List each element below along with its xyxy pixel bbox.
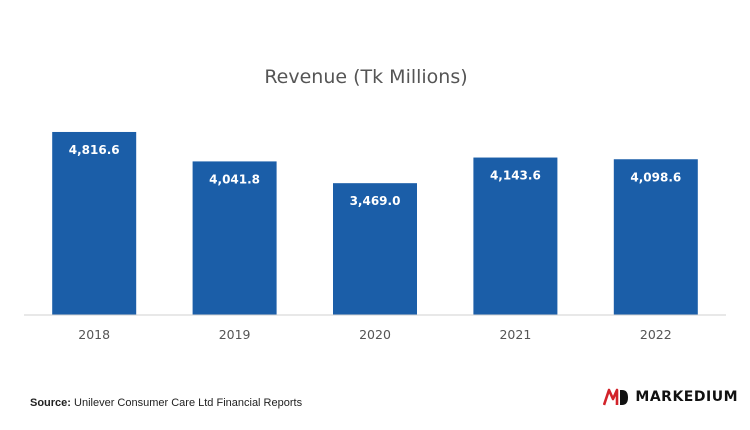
chart-title: Revenue (Tk Millions): [264, 66, 467, 88]
x-tick-2020: 2020: [359, 327, 391, 342]
bar-2019: [192, 161, 277, 315]
markedium-logo: MARKEDIUM: [603, 387, 738, 407]
bar-value-label-2022: 4,098.6: [630, 170, 681, 184]
bar-2018: [52, 131, 137, 315]
source-note: Source: Unilever Consumer Care Ltd Finan…: [30, 397, 302, 409]
x-tick-2022: 2022: [640, 327, 672, 342]
x-tick-2019: 2019: [219, 327, 251, 342]
x-axis-ticks: 2018 2019 2020 2021 2022: [78, 327, 671, 342]
source-text: Unilever Consumer Care Ltd Financial Rep…: [74, 397, 303, 409]
bars-group: 4,816.6 4,041.8 3,469.0 4,143.6 4,098.6: [52, 131, 698, 315]
bar-2022: [613, 159, 698, 315]
source-label: Source:: [30, 397, 71, 409]
logo-text: MARKEDIUM: [635, 389, 738, 405]
bar-value-label-2019: 4,041.8: [209, 172, 260, 186]
bar-value-label-2018: 4,816.6: [69, 143, 120, 157]
bar-value-label-2020: 3,469.0: [350, 194, 401, 208]
x-tick-2021: 2021: [499, 327, 531, 342]
bar-2020: [333, 183, 417, 315]
bar-2021: [473, 157, 558, 315]
markedium-logo-icon: [603, 388, 629, 406]
bar-value-label-2021: 4,143.6: [490, 169, 541, 183]
revenue-bar-chart: Revenue (Tk Millions) 4,816.6 4,041.8 3,46…: [24, 66, 726, 342]
x-tick-2018: 2018: [78, 327, 110, 342]
